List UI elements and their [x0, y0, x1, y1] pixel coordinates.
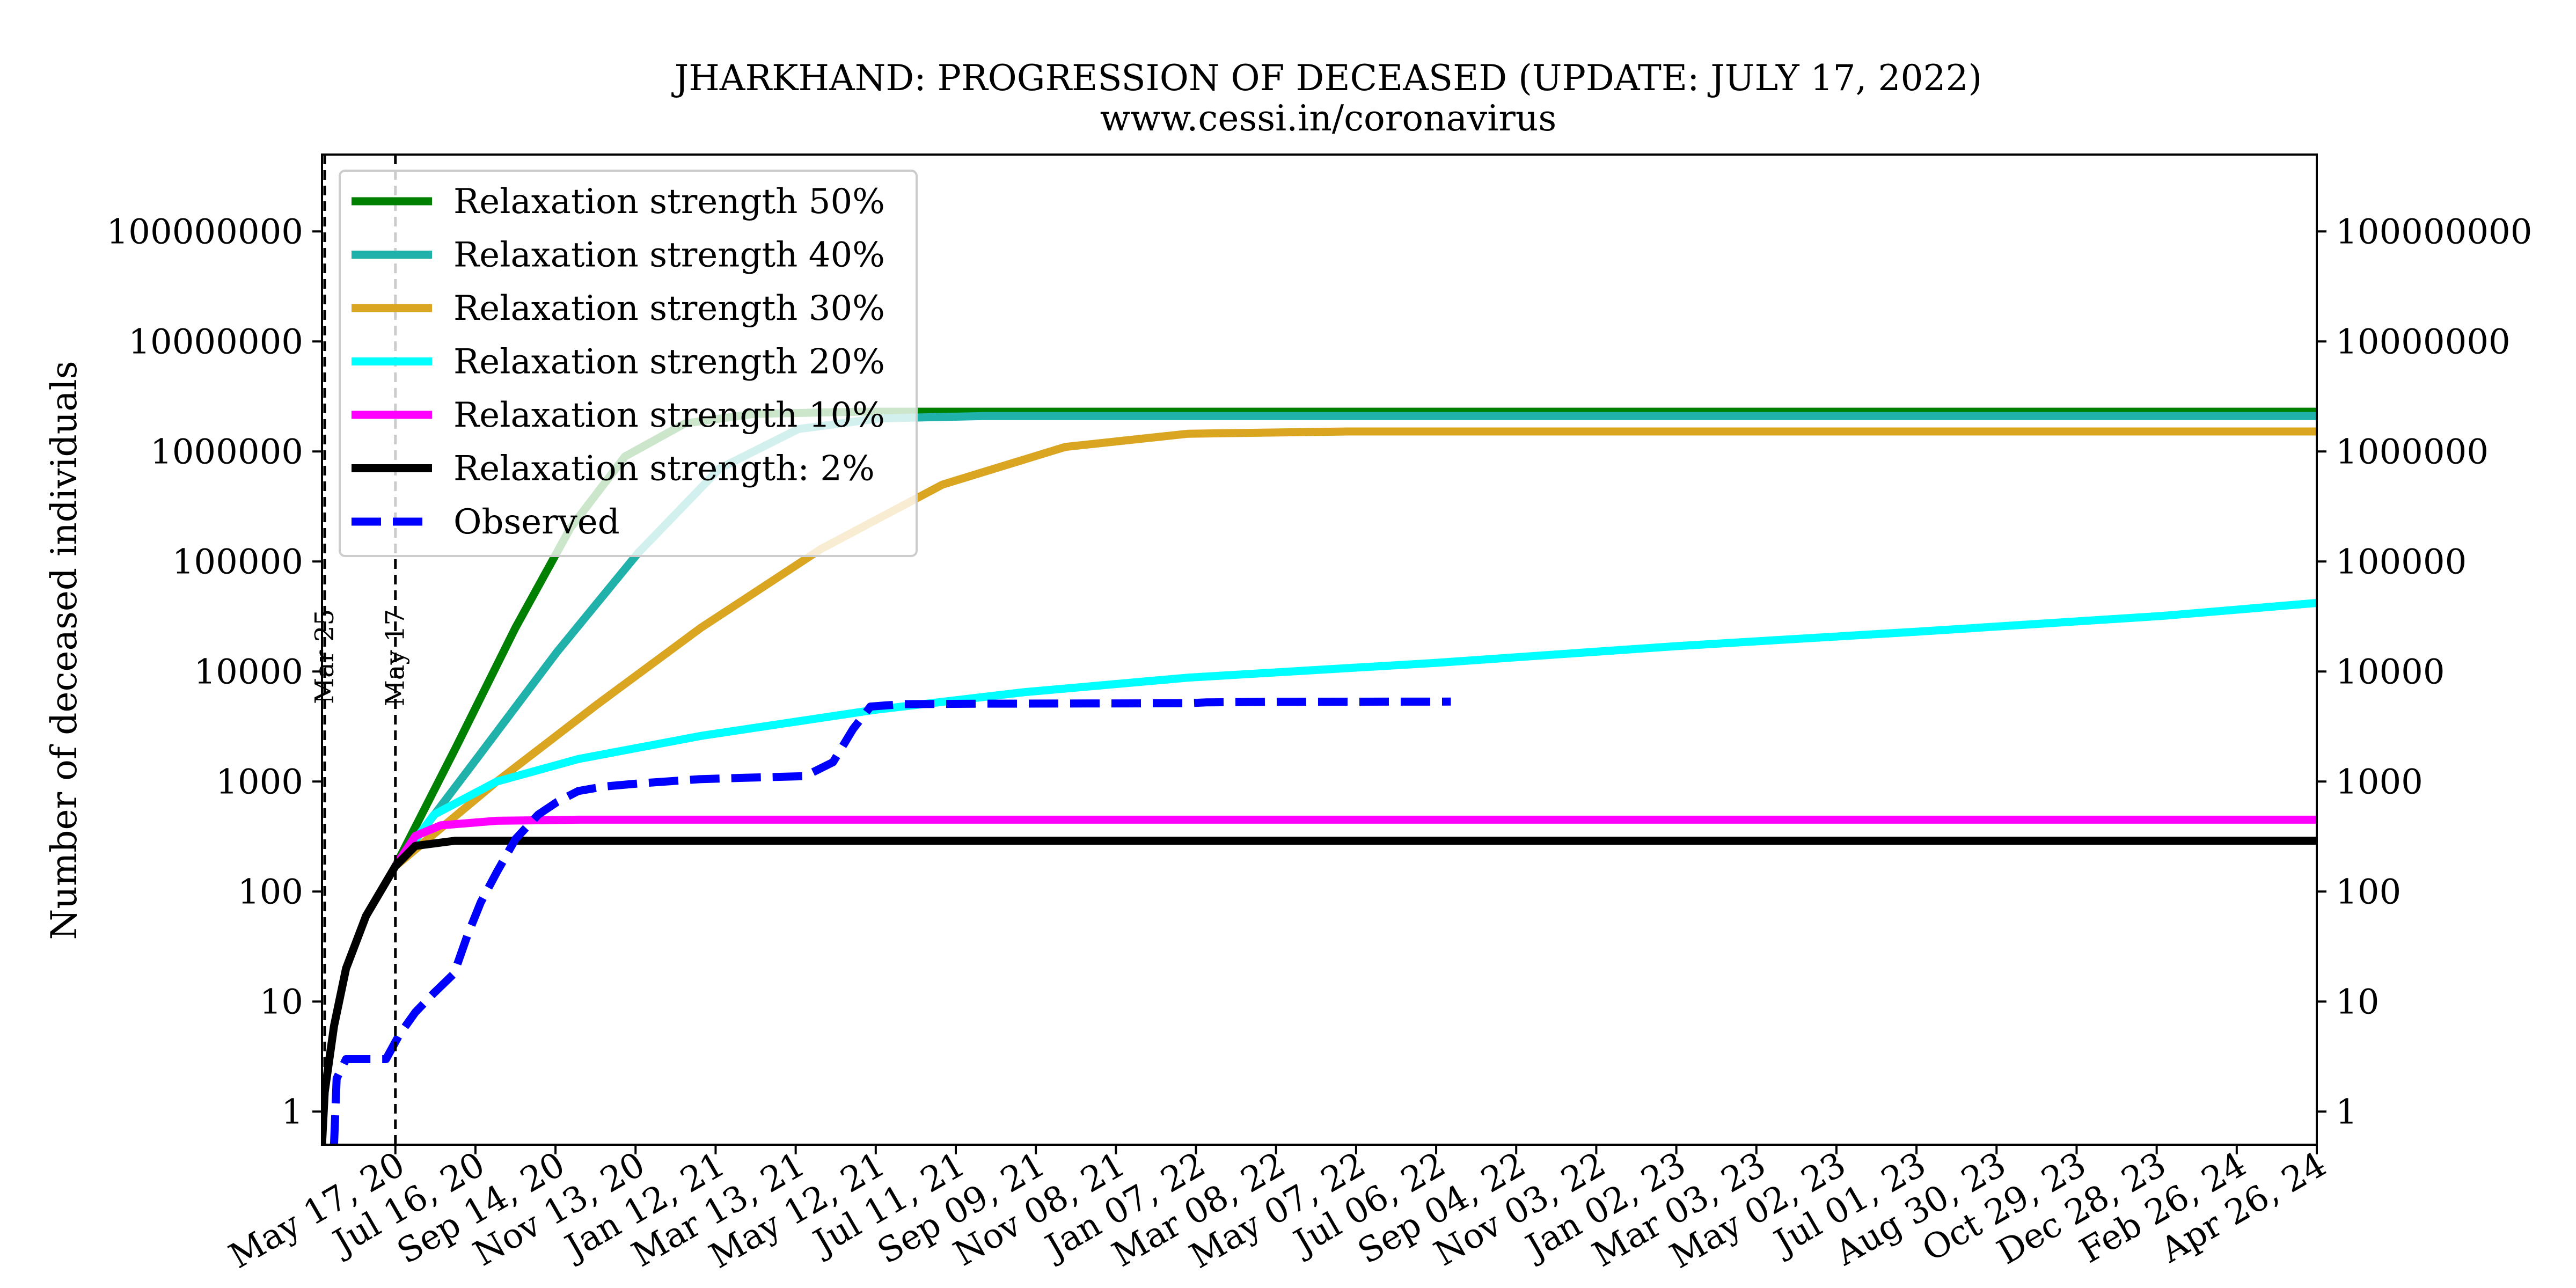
reference-line-label-1: Mar 25 [310, 609, 340, 704]
y-tick-label-left: 1 [281, 1092, 303, 1132]
y-tick-label-left: 10 [260, 982, 303, 1022]
y-axis-label: Number of deceased individuals [43, 361, 85, 940]
legend-entry-4: Relaxation strength 20% [453, 342, 885, 382]
y-tick-label-right: 100000 [2336, 542, 2467, 582]
chart-subtitle: www.cessi.in/coronavirus [1100, 98, 1557, 139]
legend-entry-6: Relaxation strength: 2% [453, 449, 875, 489]
series-line-5 [392, 815, 2317, 869]
y-tick-label-right: 10000 [2336, 652, 2445, 692]
chart-title: JHARKHAND: PROGRESSION OF DECEASED (UPDA… [671, 57, 1982, 99]
reference-line-label-2: May 17 [380, 609, 411, 706]
y-tick-label-left: 100000 [172, 542, 303, 582]
y-tick-label-right: 1000 [2336, 762, 2423, 802]
legend-entry-2: Relaxation strength 40% [453, 236, 885, 275]
legend-entry-7: Observed [453, 502, 620, 542]
y-tick-label-left: 100 [238, 872, 303, 912]
legend-box [339, 170, 918, 557]
series-line-6 [322, 837, 2317, 1145]
series-line-7 [330, 697, 1451, 1145]
legend-entry-3: Relaxation strength 30% [453, 289, 885, 328]
legend-entry-1: Relaxation strength 50% [453, 182, 885, 222]
y-tick-label-right: 100000000 [2336, 212, 2532, 252]
y-tick-label-left: 100000000 [107, 212, 303, 252]
y-tick-label-right: 1 [2336, 1092, 2358, 1132]
y-tick-label-right: 10 [2336, 982, 2379, 1022]
legend: Relaxation strength 50% Relaxation streng… [339, 170, 918, 557]
y-tick-label-left: 1000 [216, 762, 303, 802]
legend-entry-5: Relaxation strength 10% [453, 396, 885, 435]
plot-frame [321, 153, 2318, 1146]
y-tick-label-right: 1000000 [2336, 432, 2489, 472]
y-tick-label-left: 10000000 [128, 322, 303, 362]
y-tick-label-right: 10000000 [2336, 322, 2511, 362]
y-tick-label-left: 1000000 [150, 432, 303, 472]
y-tick-label-left: 10000 [194, 652, 303, 692]
y-tick-label-right: 100 [2336, 872, 2401, 912]
series-line-4 [392, 599, 2317, 869]
